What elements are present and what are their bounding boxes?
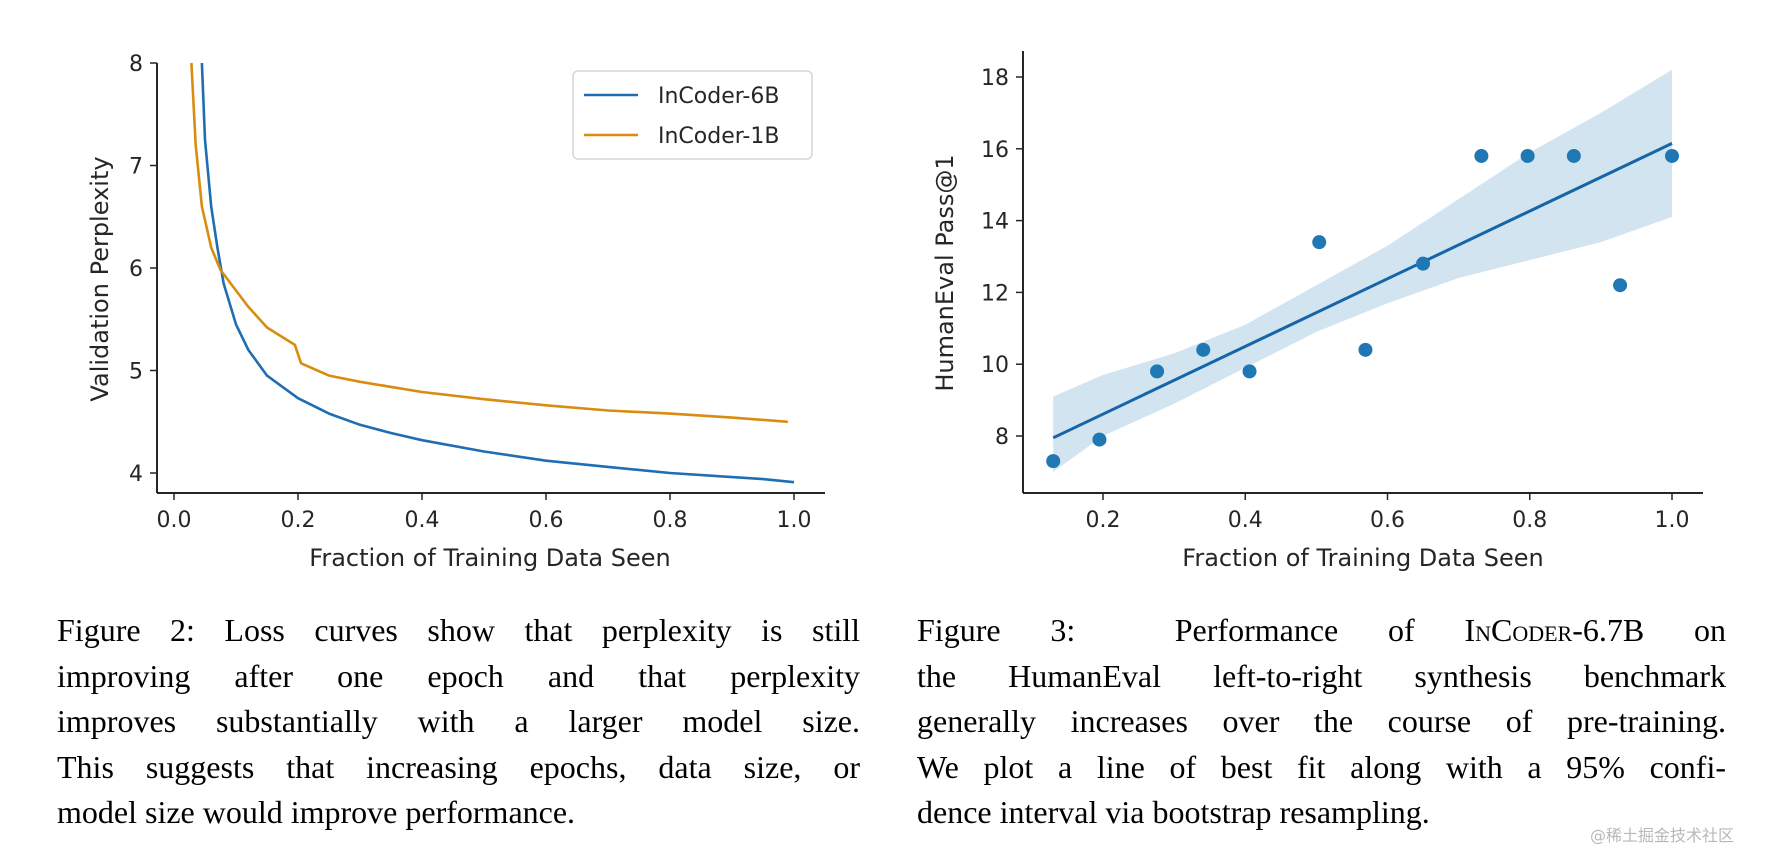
caption-line: model size would improve performance. (57, 794, 576, 830)
caption-line: improving after one epoch and that perpl… (57, 657, 860, 694)
model-name: InCoder-6.7B (1464, 612, 1645, 648)
watermark: @稀土掘金技术社区 (1590, 826, 1735, 845)
caption-line: improves substantially with a larger mod… (57, 703, 860, 739)
y-tick-label: 7 (129, 155, 143, 180)
y-tick-label: 12 (981, 281, 1009, 306)
y-tick-label: 14 (981, 210, 1009, 235)
figure-2-caption: Figure 2: Loss curves show that perplexi… (57, 608, 860, 836)
caption-line: We plot a line of best fit along with a … (917, 748, 1726, 785)
x-tick-label: 0.2 (1086, 508, 1121, 533)
legend-box (572, 70, 813, 160)
data-point (1150, 364, 1165, 379)
x-tick-label: 0.8 (653, 508, 688, 533)
x-tick-label: 0.6 (1370, 508, 1405, 533)
data-point (1665, 148, 1679, 163)
caption-text: on (1644, 612, 1727, 648)
x-tick-label: 0.8 (1512, 508, 1547, 533)
data-point (1416, 256, 1431, 271)
y-axis-label: Validation Perplexity (86, 156, 114, 401)
x-axis-label: Fraction of Training Data Seen (1182, 544, 1543, 572)
caption-line: generally increases over the course of p… (917, 703, 1726, 739)
x-tick-label: 1.0 (777, 508, 812, 533)
series-line-incoder-1b (190, 62, 788, 424)
fit-line (1052, 142, 1673, 440)
y-axis-label: HumanEval Pass@1 (931, 154, 959, 391)
data-point (1196, 342, 1211, 357)
y-tick-label: 8 (995, 425, 1009, 450)
caption-line: This suggests that increasing epochs, da… (57, 748, 860, 785)
data-point (1566, 148, 1581, 163)
y-tick-label: 6 (129, 257, 143, 282)
x-tick-label: 1.0 (1655, 508, 1690, 533)
y-tick-label: 18 (981, 66, 1009, 91)
series-line-incoder-6b (200, 62, 795, 484)
caption-text: Figure 3: Performance of (917, 612, 1465, 648)
data-point (1312, 235, 1327, 250)
x-tick-label: 0.0 (157, 508, 192, 533)
data-point (1520, 148, 1535, 163)
caption-line: Figure 2: Loss curves show that perplexi… (57, 612, 860, 648)
data-point (1046, 454, 1061, 469)
legend-label: InCoder-6B (658, 84, 779, 109)
y-tick-label: 16 (981, 138, 1009, 163)
x-tick-label: 0.4 (1228, 508, 1263, 533)
x-tick-label: 0.6 (529, 508, 564, 533)
x-tick-label: 0.4 (405, 508, 440, 533)
data-point (1474, 148, 1489, 163)
legend: InCoder-6B InCoder-1B (572, 70, 813, 160)
loss-curve-chart: 4 5 6 7 8 0.0 0.2 0.4 0.6 0.8 1.0 Fraction of Train… (86, 52, 825, 572)
y-tick-label: 8 (129, 52, 143, 77)
caption-line: dence interval via bootstrap resampling. (917, 794, 1430, 830)
data-point (1358, 342, 1373, 357)
legend-label: InCoder-1B (658, 124, 779, 149)
data-point (1092, 432, 1107, 447)
humaneval-scatter-chart: 8 10 12 14 16 18 0.2 0.4 0.6 0.8 1.0 Fraction of Tr… (931, 51, 1703, 572)
x-axis-label: Fraction of Training Data Seen (309, 544, 670, 572)
caption-line: the HumanEval left-to-right synthesis be… (917, 657, 1726, 694)
confidence-band (1053, 69, 1672, 472)
y-tick-label: 5 (129, 360, 143, 385)
x-tick-label: 0.2 (281, 508, 316, 533)
y-tick-label: 10 (981, 353, 1009, 378)
y-tick-label: 4 (129, 462, 143, 487)
data-point (1242, 364, 1257, 379)
figure-3-caption: Figure 3: Performance of InCoder-6.7B on… (917, 608, 1726, 836)
caption-line: Figure 3: Performance of InCoder-6.7B on (917, 608, 1726, 654)
data-point (1613, 278, 1628, 293)
